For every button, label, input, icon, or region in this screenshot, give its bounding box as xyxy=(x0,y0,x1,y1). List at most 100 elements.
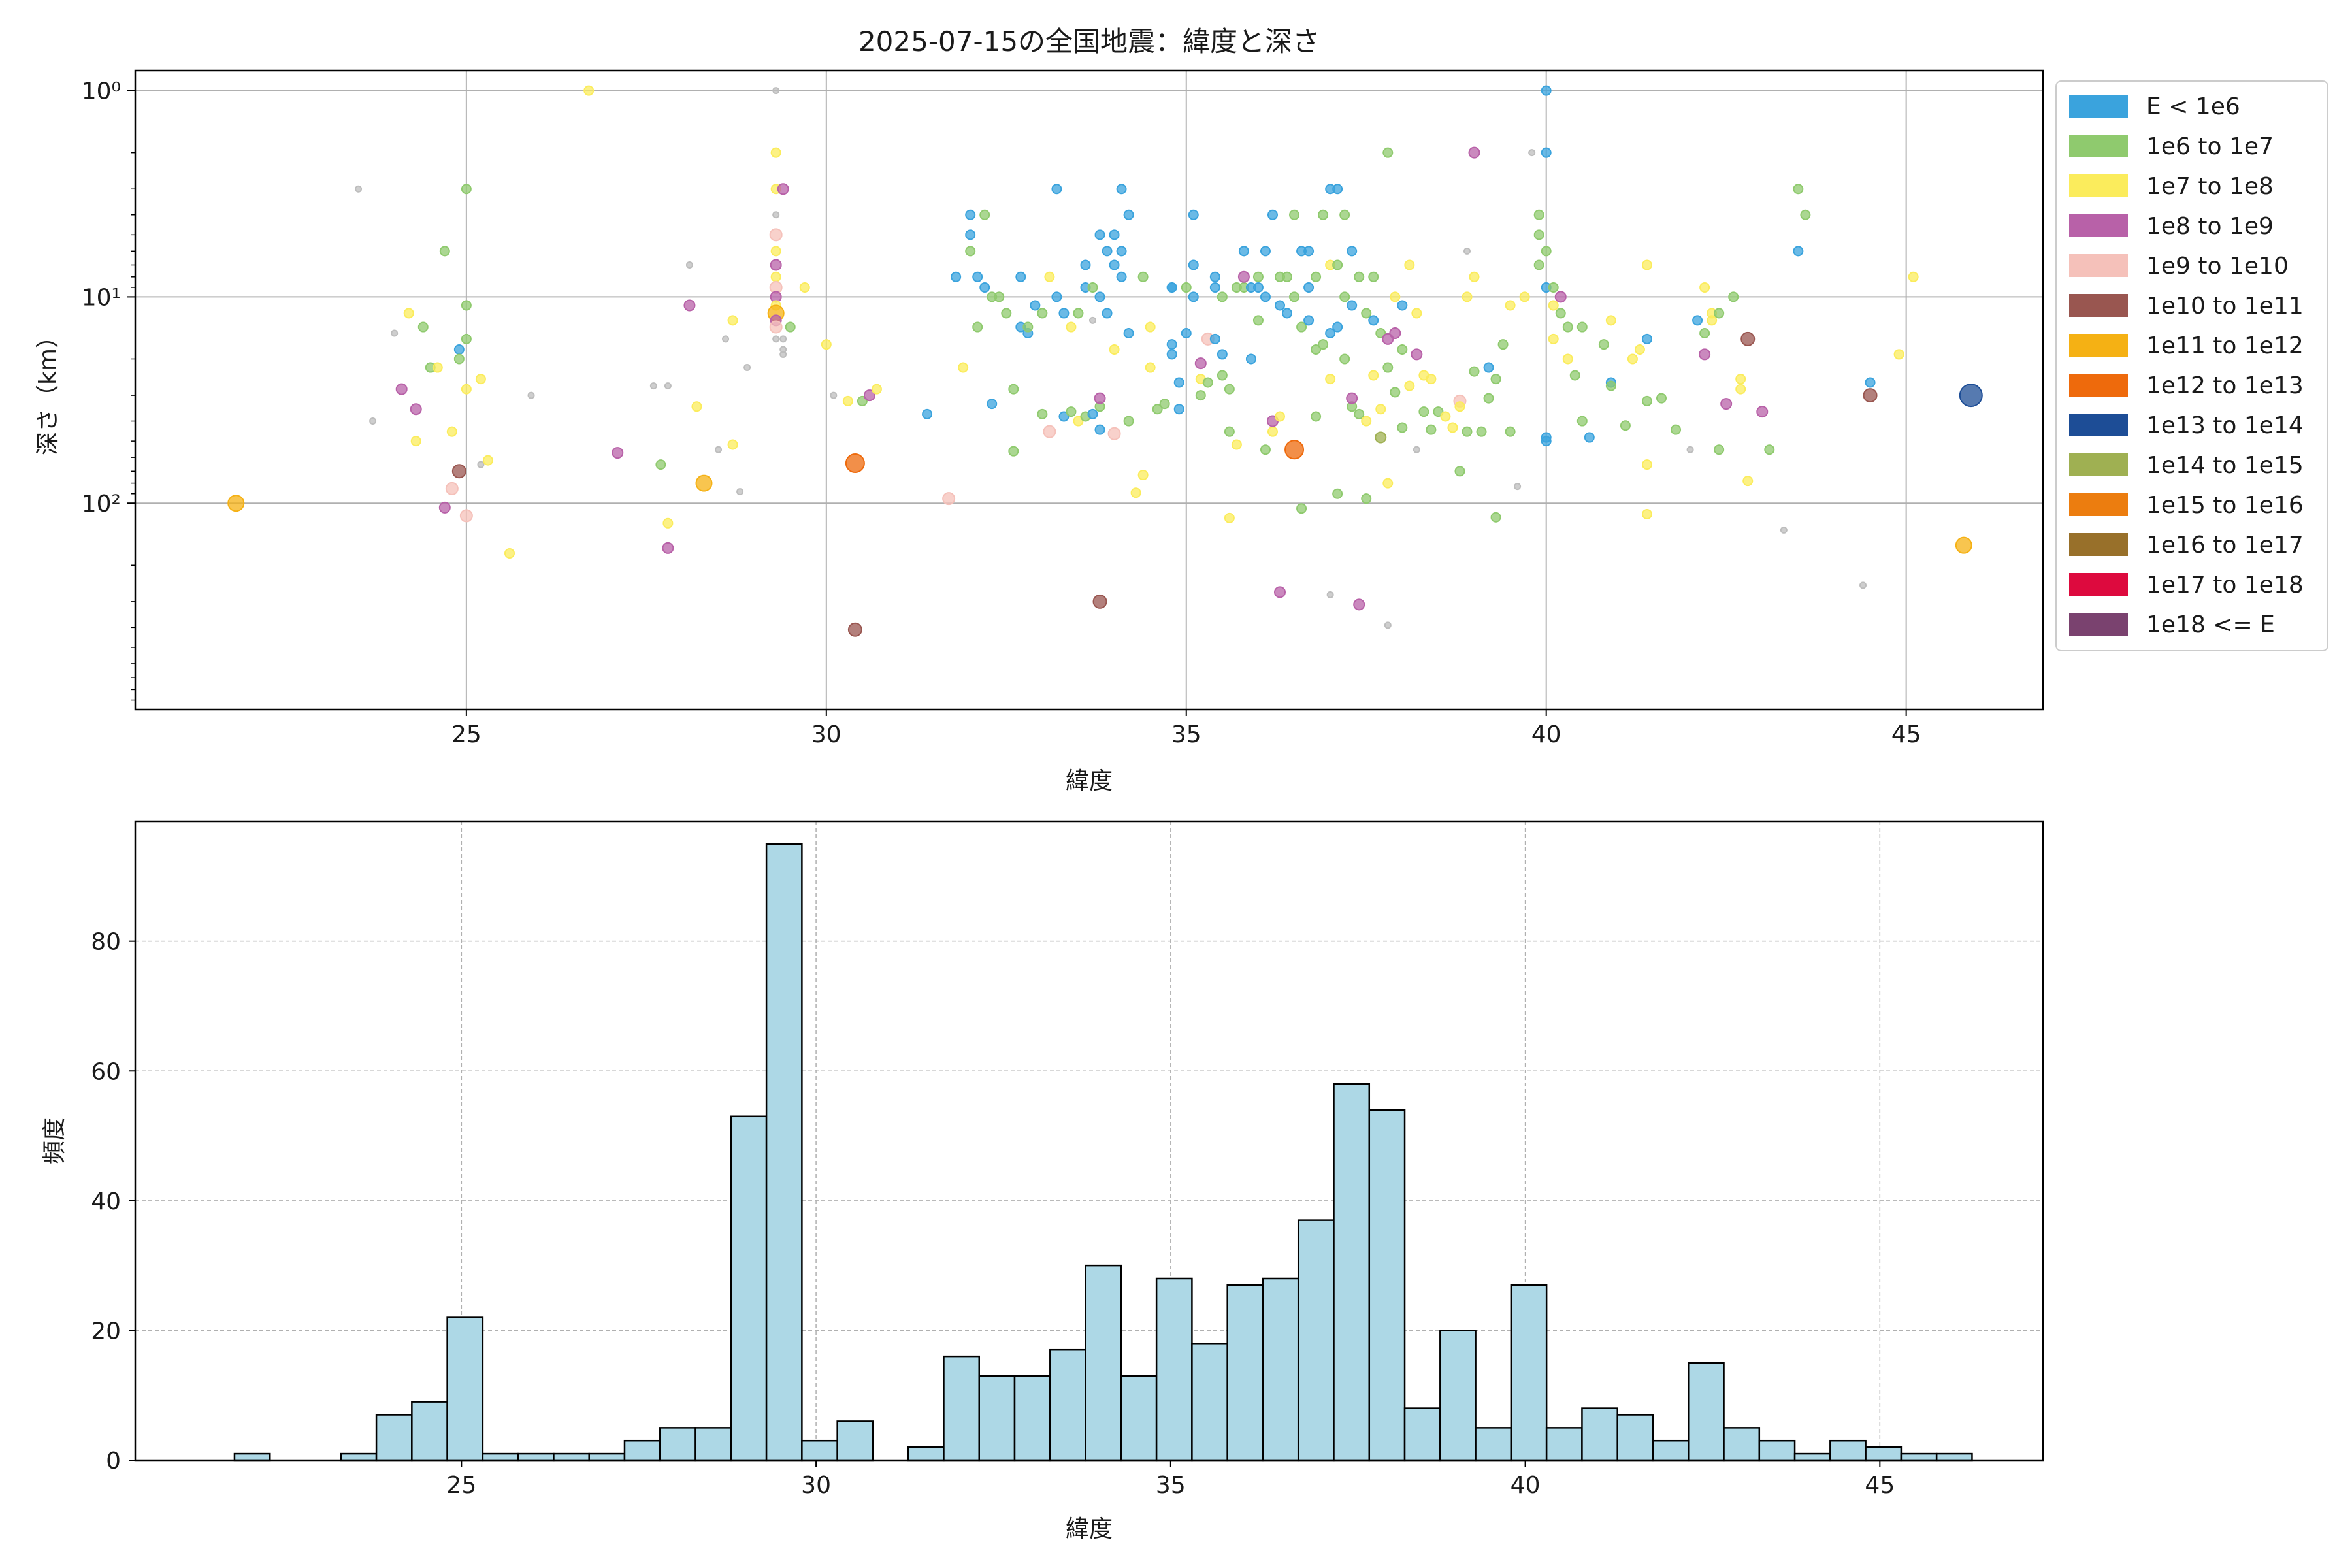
scatter-point xyxy=(1562,353,1573,365)
histogram-bar xyxy=(1829,1439,1867,1462)
scatter-point xyxy=(1641,395,1652,406)
scatter-point xyxy=(1094,291,1105,302)
scatter-point xyxy=(1627,353,1638,365)
scatter-point xyxy=(1735,384,1746,395)
scatter-point xyxy=(1217,370,1228,381)
scatter-point xyxy=(410,436,421,447)
legend-label: 1e15 to 1e16 xyxy=(2146,492,2304,519)
scatter-point xyxy=(1094,424,1105,435)
scatter-x-axis-label: 緯度 xyxy=(1066,768,1113,794)
legend-label: 1e7 to 1e8 xyxy=(2146,173,2274,200)
scatter-point xyxy=(1411,348,1423,361)
histogram-y-tick-label: 40 xyxy=(91,1188,121,1215)
scatter-point xyxy=(583,85,595,96)
scatter-point xyxy=(987,399,998,410)
scatter-point xyxy=(1001,308,1012,319)
scatter-point xyxy=(446,426,457,437)
legend-swatch xyxy=(2069,254,2128,277)
scatter-point xyxy=(1548,282,1559,293)
scatter-point xyxy=(1037,308,1048,319)
legend-frame xyxy=(2055,80,2328,651)
scatter-point xyxy=(1863,388,1878,403)
scatter-point xyxy=(1194,357,1207,370)
scatter-point xyxy=(1375,328,1386,339)
scatter-point xyxy=(482,455,493,466)
scatter-point xyxy=(770,271,781,282)
scatter-point xyxy=(1462,291,1473,302)
histogram-bar xyxy=(1226,1284,1264,1462)
scatter-point xyxy=(1382,147,1394,158)
scatter-point xyxy=(1361,493,1372,504)
histogram-x-axis-label: 緯度 xyxy=(1066,1516,1113,1543)
scatter-point xyxy=(942,492,956,506)
scatter-point xyxy=(1166,339,1177,350)
scatter-point xyxy=(691,401,702,412)
scatter-point xyxy=(1274,586,1286,598)
scatter-point xyxy=(743,364,751,372)
legend-swatch xyxy=(2069,374,2128,397)
histogram-bar xyxy=(1616,1414,1654,1462)
histogram-x-tick-label: 35 xyxy=(1156,1472,1186,1499)
scatter-point xyxy=(1217,291,1228,302)
scatter-point xyxy=(1073,416,1084,427)
scatter-point xyxy=(1548,333,1559,344)
scatter-panel: 2025-07-15の全国地震：緯度と深さ 25 30 35 40 45 10⁰10¹1… xyxy=(35,25,2328,794)
scatter-x-tick-label: 30 xyxy=(811,721,841,748)
histogram-y-tick-label: 20 xyxy=(91,1318,121,1345)
scatter-point xyxy=(1166,349,1177,360)
scatter-point xyxy=(1908,271,1919,282)
scatter-point xyxy=(1368,271,1379,282)
scatter-point xyxy=(1780,526,1788,534)
legend-swatch xyxy=(2069,493,2128,516)
scatter-point xyxy=(1116,184,1127,195)
scatter-point xyxy=(1555,308,1566,319)
legend-label: 1e17 to 1e18 xyxy=(2146,572,2304,598)
histogram-bar xyxy=(233,1452,271,1462)
scatter-point xyxy=(1354,408,1365,419)
scatter-point xyxy=(1123,209,1134,220)
scatter-point xyxy=(1390,387,1401,398)
scatter-point xyxy=(1569,370,1580,381)
scatter-point xyxy=(821,339,832,350)
scatter-point xyxy=(369,417,377,425)
histogram-bar xyxy=(943,1355,980,1462)
scatter-point xyxy=(1224,384,1235,395)
scatter-point xyxy=(1397,344,1408,355)
scatter-point xyxy=(1260,246,1271,257)
scatter-point xyxy=(1073,308,1084,319)
scatter-point xyxy=(1955,536,1972,554)
histogram-bar xyxy=(1510,1284,1548,1462)
scatter-points xyxy=(227,85,1983,637)
legend: E < 1e6 1e6 to 1e7 1e7 to 1e8 1e8 to 1e9 1e9… xyxy=(2055,80,2328,651)
scatter-point xyxy=(1347,300,1358,311)
legend-label: 1e13 to 1e14 xyxy=(2146,412,2304,439)
scatter-point xyxy=(1188,209,1199,220)
scatter-point xyxy=(1296,503,1307,514)
scatter-point xyxy=(1089,316,1097,324)
scatter-point xyxy=(722,335,730,343)
scatter-point xyxy=(683,299,696,312)
scatter-point xyxy=(857,395,868,406)
scatter-point xyxy=(451,464,466,479)
scatter-point xyxy=(1418,406,1429,417)
histogram-bar xyxy=(1865,1446,1903,1462)
scatter-point xyxy=(1361,416,1372,427)
histogram-x-ticks: 25 30 35 40 45 xyxy=(446,1460,1895,1499)
histogram-x-tick-label: 45 xyxy=(1865,1472,1895,1499)
scatter-point xyxy=(527,391,535,399)
scatter-point xyxy=(1109,344,1120,355)
scatter-x-tick-label: 35 xyxy=(1171,721,1201,748)
scatter-point xyxy=(1188,259,1199,270)
legend-label: 1e10 to 1e11 xyxy=(2146,293,2304,319)
scatter-point xyxy=(1137,470,1149,481)
scatter-point xyxy=(395,383,408,395)
scatter-point xyxy=(1209,271,1220,282)
scatter-point xyxy=(863,389,875,402)
scatter-point xyxy=(1483,393,1494,404)
histogram-bar xyxy=(1545,1427,1583,1462)
scatter-point xyxy=(965,246,976,257)
scatter-point xyxy=(770,259,782,271)
scatter-point xyxy=(685,261,693,269)
scatter-point xyxy=(1793,246,1804,257)
legend-swatch xyxy=(2069,174,2128,197)
